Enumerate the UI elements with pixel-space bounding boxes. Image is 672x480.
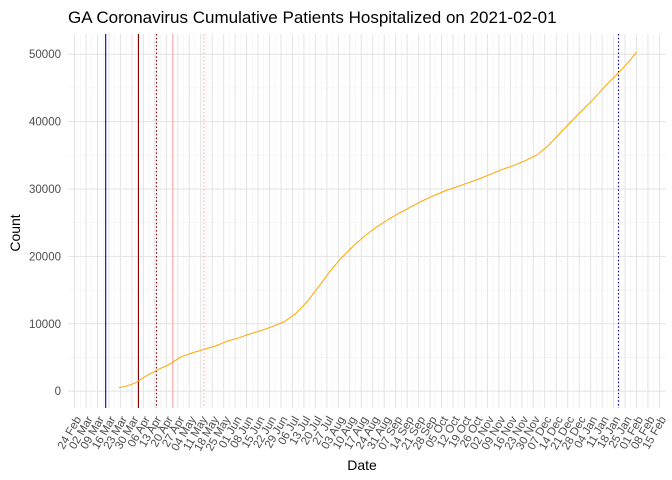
major-gridlines [68, 34, 666, 408]
y-tick-label: 50000 [29, 49, 61, 61]
y-tick-label: 20000 [29, 251, 61, 263]
series-layer [118, 51, 637, 389]
y-tick-label: 0 [55, 386, 61, 398]
series-line [118, 51, 637, 389]
y-axis-ticks: 0 10000 20000 30000 40000 50000 [29, 49, 61, 398]
y-tick-label: 10000 [29, 319, 61, 331]
chart-title: GA Coronavirus Cumulative Patients Hospi… [68, 8, 557, 27]
y-tick-label: 40000 [29, 117, 61, 129]
reference-lines [105, 34, 620, 408]
y-tick-label: 30000 [29, 184, 61, 196]
y-axis-title: Count [7, 214, 23, 251]
x-axis-title: Date [347, 457, 377, 473]
minor-gridlines [68, 34, 666, 408]
